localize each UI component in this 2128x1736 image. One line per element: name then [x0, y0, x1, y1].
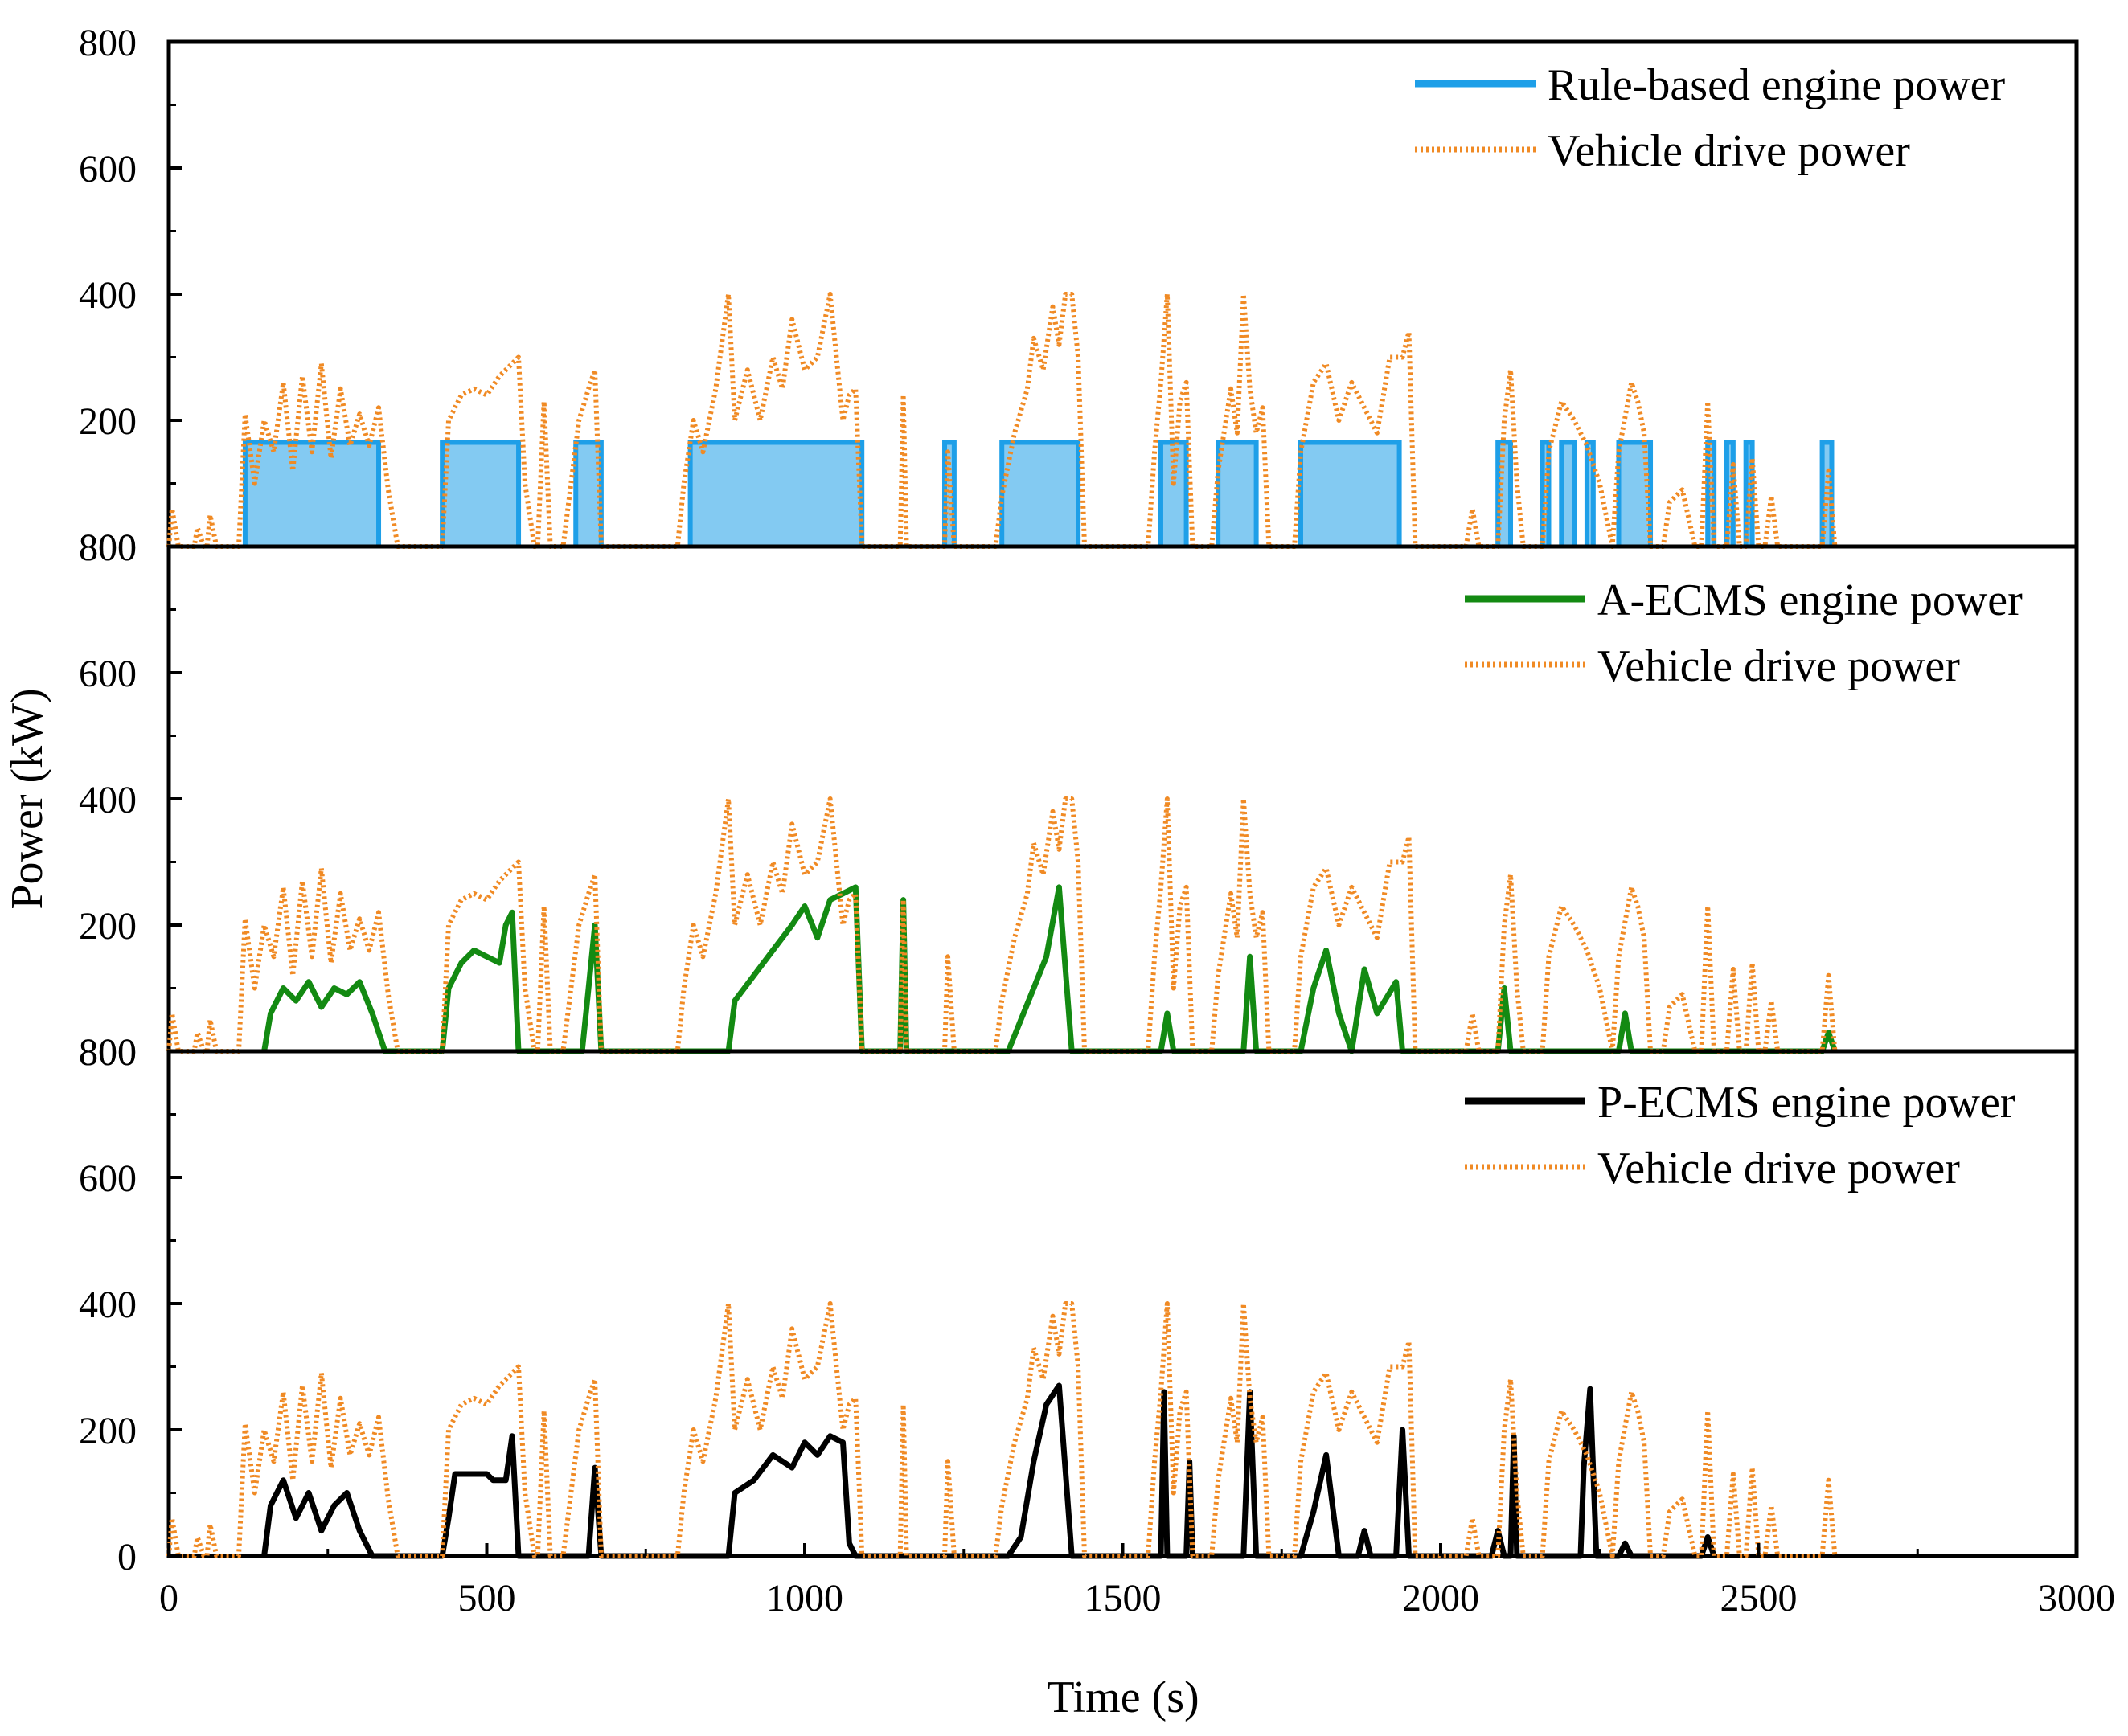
x-tick-label: 2500	[1720, 1577, 1798, 1619]
engine-power-series	[261, 884, 1838, 1054]
y-tick-label: 400	[79, 779, 137, 821]
engine-on-block	[1561, 442, 1575, 547]
y-tick-label: 200	[79, 400, 137, 443]
engine-on-block	[1218, 442, 1257, 547]
engine-on-block	[442, 442, 519, 547]
x-axis-ticks: 0 500 1000 1500 2000 2500 3000	[159, 1543, 2115, 1619]
engine-on-block	[1002, 442, 1079, 547]
engine-on-block	[1822, 442, 1832, 547]
engine-on-outline	[242, 440, 382, 547]
panel-a-ecms: 800 600 400 200 800 A-ECMS engine power Vehi…	[79, 526, 2079, 1074]
legend-engine-label: A-ECMS engine power	[1597, 575, 2023, 625]
x-tick-label: 1500	[1085, 1577, 1162, 1619]
x-tick-label: 2000	[1402, 1577, 1479, 1619]
engine-on-block	[1498, 442, 1511, 547]
y-tick-label: 600	[79, 653, 137, 695]
y-tick-label: 400	[79, 274, 137, 317]
engine-on-block	[576, 442, 601, 547]
engine-on-outline	[573, 440, 604, 547]
engine-on-outline	[999, 440, 1081, 547]
y-tick-label: 800	[79, 22, 137, 64]
engine-on-outline	[1298, 440, 1402, 547]
y-axis-ticks: 800 600 400 200 800	[79, 22, 182, 569]
engine-on-block	[690, 442, 863, 547]
engine-on-outline	[1819, 440, 1835, 547]
vehicle-drive-power-series	[166, 796, 1838, 1054]
engine-on-block	[1160, 442, 1187, 547]
engine-on-outline	[1616, 440, 1654, 547]
engine-on-block	[1300, 442, 1400, 547]
engine-on-outline	[1540, 440, 1552, 547]
legend-drive-label: Vehicle drive power	[1548, 126, 1910, 176]
x-axis-title: Time (s)	[1047, 1673, 1199, 1722]
engine-on-outline	[1495, 440, 1514, 547]
engine-on-block	[1618, 442, 1651, 547]
y-tick-label: 600	[79, 1157, 137, 1200]
legend-drive-label: Vehicle drive power	[1597, 1144, 1960, 1194]
y-tick-label: 0	[117, 1536, 137, 1578]
engine-on-block	[1586, 442, 1593, 547]
engine-on-block	[1542, 442, 1549, 547]
x-tick-label: 1000	[766, 1577, 843, 1619]
x-tick-label: 0	[159, 1577, 178, 1619]
legend: A-ECMS engine power Vehicle drive power	[1465, 575, 2023, 691]
vehicle-drive-power-line	[166, 796, 1838, 1054]
y-tick-label: 800	[79, 1031, 137, 1074]
engine-on-outline	[1584, 440, 1596, 547]
engine-on-outline	[1743, 440, 1755, 547]
engine-power-line	[261, 884, 1838, 1054]
panel-rule-based: 800 600 400 200 800 Rule-based engine power …	[79, 22, 2079, 569]
y-tick-label: 800	[79, 526, 137, 569]
engine-on-block	[244, 442, 379, 547]
legend-drive-label: Vehicle drive power	[1597, 641, 1960, 691]
legend-engine-label: P-ECMS engine power	[1597, 1078, 2015, 1128]
y-axis-ticks: 800 600 400 200 800	[79, 526, 182, 1074]
y-tick-label: 600	[79, 148, 137, 190]
engine-power-series	[261, 1382, 1717, 1559]
legend-engine-label: Rule-based engine power	[1548, 60, 2005, 110]
y-tick-label: 200	[79, 905, 137, 948]
engine-on-outline	[687, 440, 865, 547]
y-axis-title: Power (kW)	[2, 688, 52, 909]
y-axis-ticks: 800 600 400 200 0	[79, 1031, 182, 1578]
engine-on-outline	[1158, 440, 1189, 547]
y-tick-label: 200	[79, 1410, 137, 1452]
engine-on-block	[1726, 442, 1733, 547]
legend: P-ECMS engine power Vehicle drive power	[1465, 1078, 2015, 1194]
engine-on-outline	[942, 440, 957, 547]
engine-power-line	[261, 1382, 1717, 1559]
engine-on-outline	[440, 440, 522, 547]
engine-on-block	[945, 442, 954, 547]
engine-on-outline	[1559, 440, 1577, 547]
y-tick-label: 400	[79, 1284, 137, 1326]
x-tick-label: 3000	[2038, 1577, 2115, 1619]
x-tick-label: 500	[458, 1577, 516, 1619]
y-tick-label: 800	[79, 526, 137, 569]
panel-p-ecms: 800 600 400 200 0 P-ECMS engine power Vehicl…	[79, 1031, 2079, 1578]
y-tick-label: 800	[79, 1031, 137, 1074]
engine-power-series	[242, 440, 1835, 547]
legend: Rule-based engine power Vehicle drive po…	[1415, 60, 2005, 176]
